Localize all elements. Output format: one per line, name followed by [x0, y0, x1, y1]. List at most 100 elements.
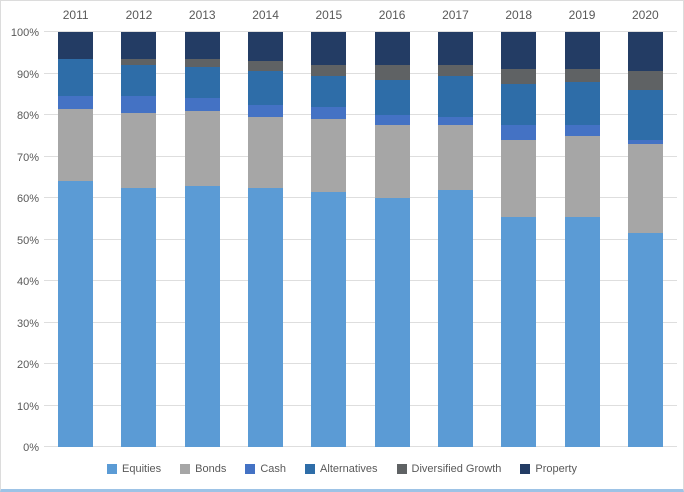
bar-segment-bonds-2011: [58, 108, 94, 182]
legend-marker-alternatives-icon: [305, 464, 316, 474]
bar-segment-cash-2020: [627, 139, 663, 145]
bar-segment-bonds-2019: [564, 135, 600, 217]
x-tick-label-2013: 2013: [188, 8, 216, 22]
x-tick-label-2014: 2014: [252, 8, 279, 22]
bar-segment-cash-2014: [248, 104, 284, 118]
bar-segment-diversified-growth-2017: [437, 65, 473, 76]
bar-segment-diversified-growth-2020: [627, 71, 663, 91]
bar-segment-diversified-growth-2015: [311, 65, 347, 76]
stacked-bar-2017: [437, 32, 473, 447]
bar-segment-diversified-growth-2018: [501, 69, 537, 84]
gridline-0%: [44, 446, 677, 447]
bar-segment-equities-2015: [311, 191, 347, 447]
y-tick-label-20%: 20%: [16, 359, 39, 371]
bar-columns: [44, 32, 677, 447]
bar-segment-cash-2018: [501, 125, 537, 140]
stacked-bar-2015: [311, 32, 347, 447]
bar-segment-cash-2015: [311, 106, 347, 120]
bar-segment-diversified-growth-2016: [374, 65, 410, 80]
x-tick-label-2012: 2012: [125, 8, 153, 22]
bar-segment-alternatives-2018: [501, 83, 537, 126]
chart-legend: Equities Bonds Cash Alternatives Diversified…: [1, 460, 683, 478]
bar-segment-alternatives-2014: [248, 71, 284, 105]
legend-item-equities: Equities: [107, 463, 161, 475]
x-tick-label-2020: 2020: [631, 8, 659, 22]
bar-segment-diversified-growth-2012: [121, 59, 157, 66]
gridline-50%: [44, 238, 677, 240]
stacked-bar-2019: [564, 32, 600, 447]
category-column-2012: [107, 32, 170, 447]
bar-segment-property-2015: [311, 32, 347, 66]
category-column-2017: [424, 32, 487, 447]
bar-segment-alternatives-2012: [121, 65, 157, 97]
x-tick-label-2011: 2011: [62, 8, 89, 22]
category-column-2018: [487, 32, 550, 447]
bar-segment-diversified-growth-2019: [564, 69, 600, 82]
bar-segment-bonds-2016: [374, 125, 410, 198]
bar-segment-bonds-2018: [501, 139, 537, 217]
x-tick-label-2017: 2017: [442, 8, 469, 22]
bar-segment-property-2012: [121, 32, 157, 59]
bar-segment-property-2016: [374, 32, 410, 66]
bar-segment-equities-2019: [564, 216, 600, 447]
stacked-bar-2012: [121, 32, 157, 447]
category-column-2020: [614, 32, 677, 447]
stacked-bar-2016: [374, 32, 410, 447]
bar-segment-equities-2016: [374, 198, 410, 447]
legend-item-bonds: Bonds: [180, 463, 226, 475]
gridline-30%: [44, 321, 677, 323]
x-tick-label-2019: 2019: [568, 8, 596, 22]
y-axis-tick-labels: 0% 10% 20% 30% 40% 50% 60% 70% 80% 90% 100%: [1, 27, 39, 454]
x-tick-label-2016: 2016: [378, 8, 406, 22]
stacked-bar-2018: [501, 32, 537, 447]
y-tick-label-0%: 0%: [23, 442, 39, 454]
bar-segment-property-2017: [437, 32, 473, 66]
category-column-2013: [171, 32, 234, 447]
bar-segment-bonds-2013: [184, 110, 220, 186]
y-tick-label-80%: 80%: [16, 110, 39, 122]
bar-segment-equities-2011: [58, 181, 94, 447]
y-tick-label-40%: 40%: [16, 276, 39, 288]
legend-marker-equities-icon: [107, 464, 118, 474]
bar-segment-equities-2012: [121, 187, 157, 447]
bar-segment-cash-2019: [564, 125, 600, 136]
legend-item-cash: Cash: [245, 463, 286, 475]
bar-segment-bonds-2020: [627, 144, 663, 234]
bar-segment-property-2014: [248, 32, 284, 62]
bar-segment-bonds-2015: [311, 119, 347, 192]
bar-segment-equities-2020: [627, 233, 663, 447]
legend-label-equities: Equities: [122, 463, 162, 475]
y-tick-label-60%: 60%: [16, 193, 39, 205]
category-column-2014: [234, 32, 297, 447]
legend-label-bonds: Bonds: [195, 463, 227, 475]
bar-segment-alternatives-2013: [184, 67, 220, 99]
bar-segment-cash-2013: [184, 98, 220, 111]
gridline-60%: [44, 197, 677, 198]
bar-segment-equities-2017: [437, 189, 473, 447]
y-tick-label-70%: 70%: [16, 151, 39, 164]
legend-marker-property-icon: [520, 464, 531, 474]
bar-segment-equities-2013: [184, 185, 220, 447]
gridline-20%: [44, 363, 677, 364]
legend-label-diversified-growth: Diversified Growth: [411, 463, 502, 475]
category-column-2015: [297, 32, 360, 447]
legend-label-property: Property: [535, 463, 577, 475]
y-tick-label-10%: 10%: [16, 400, 39, 413]
gridline-100%: [44, 31, 677, 32]
bar-segment-property-2020: [627, 32, 663, 72]
legend-label-alternatives: Alternatives: [320, 463, 378, 475]
legend-marker-cash-icon: [245, 464, 256, 474]
bar-segment-property-2018: [501, 32, 537, 70]
bar-segment-cash-2012: [121, 96, 157, 113]
category-column-2019: [550, 32, 613, 447]
x-tick-label-2018: 2018: [505, 8, 533, 22]
legend-label-cash: Cash: [260, 463, 287, 475]
plot-area: [44, 31, 677, 447]
y-tick-label-100%: 100%: [10, 27, 39, 39]
bar-segment-bonds-2014: [248, 117, 284, 188]
gridline-90%: [44, 72, 677, 74]
bar-segment-alternatives-2017: [437, 75, 473, 118]
gridline-80%: [44, 114, 677, 115]
bar-segment-cash-2016: [374, 115, 410, 126]
